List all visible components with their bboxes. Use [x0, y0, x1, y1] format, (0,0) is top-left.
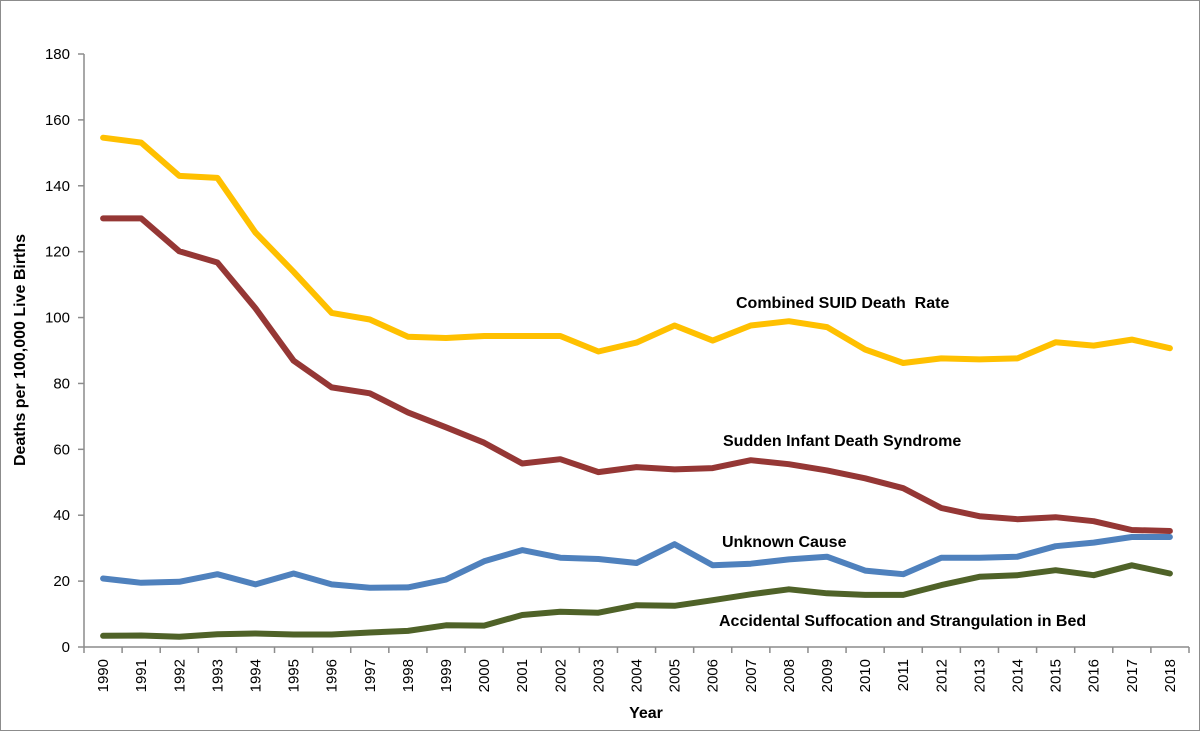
x-tick-label: 2004	[629, 659, 646, 692]
x-axis-title: Year	[629, 705, 663, 722]
x-tick-label: 1997	[362, 659, 379, 692]
x-tick-label: 2005	[667, 659, 684, 692]
series-accidental-suffocation-and-strangulation-in-bed	[100, 562, 1173, 640]
x-tick-label: 2012	[933, 659, 950, 692]
x-tick-label: 2007	[743, 659, 760, 692]
y-ticks: 0 20 40 60 80 100 120 140 160 180	[45, 46, 84, 656]
x-ticks: 1990 1991 1992 1993 1994 1995 1996 1997 1998 1999…	[83, 647, 1190, 692]
y-tick-label: 180	[45, 46, 70, 63]
series-group	[100, 134, 1173, 640]
x-tick-label: 2011	[895, 659, 912, 691]
x-tick-label: 2010	[857, 659, 874, 692]
x-tick-label: 2016	[1086, 659, 1103, 692]
x-tick-label: 1995	[286, 659, 303, 692]
x-tick-label: 1998	[400, 659, 417, 692]
series-sudden-infant-death-syndrome	[100, 215, 1173, 534]
series-unknown-cause	[100, 534, 1173, 591]
y-tick-label: 40	[53, 507, 70, 524]
y-tick-label: 80	[53, 375, 70, 392]
y-tick-label: 140	[45, 178, 70, 195]
series-line-combined-suid-death-rate	[100, 134, 1173, 366]
x-tick-label: 2015	[1048, 659, 1065, 692]
x-tick-label: 2008	[781, 659, 798, 692]
x-tick-label: 2000	[476, 659, 493, 692]
x-tick-label: 1994	[247, 659, 264, 692]
series-label-unknown-cause: Unknown Cause	[722, 534, 847, 551]
x-tick-label: 1993	[209, 659, 226, 692]
x-tick-label: 2006	[705, 659, 722, 692]
y-tick-label: 60	[53, 441, 70, 458]
series-line-sudden-infant-death-syndrome	[100, 215, 1173, 534]
x-tick-label: 2013	[971, 659, 988, 692]
y-tick-label: 100	[45, 310, 70, 327]
x-tick-label: 1990	[95, 659, 112, 692]
x-tick-label: 1991	[133, 659, 150, 692]
y-tick-label: 160	[45, 112, 70, 129]
series-label-accidental-suffocation: Accidental Suffocation and Strangulation…	[719, 613, 1086, 630]
x-tick-label: 2002	[552, 659, 569, 692]
y-tick-label: 20	[53, 573, 70, 590]
series-line-accidental-suffocation-and-strangulation-in-bed	[100, 562, 1173, 640]
series-label-sids: Sudden Infant Death Syndrome	[723, 433, 961, 450]
x-tick-label: 2009	[819, 659, 836, 692]
y-tick-label: 120	[45, 244, 70, 261]
x-tick-label: 2001	[514, 659, 531, 692]
x-tick-label: 1992	[171, 659, 188, 692]
x-tick-label: 1999	[438, 659, 455, 692]
series-label-combined-suid: Combined SUID Death Rate	[736, 295, 949, 312]
x-tick-label: 2003	[590, 659, 607, 692]
series-line-unknown-cause	[100, 534, 1173, 591]
y-axis-title: Deaths per 100,000 Live Births	[12, 234, 29, 466]
series-combined-suid-death-rate	[100, 134, 1173, 366]
y-tick-label: 0	[62, 639, 70, 656]
x-tick-label: 1996	[324, 659, 341, 692]
x-tick-label: 2018	[1162, 659, 1179, 692]
x-tick-label: 2014	[1010, 659, 1027, 692]
x-tick-label: 2017	[1124, 659, 1141, 692]
